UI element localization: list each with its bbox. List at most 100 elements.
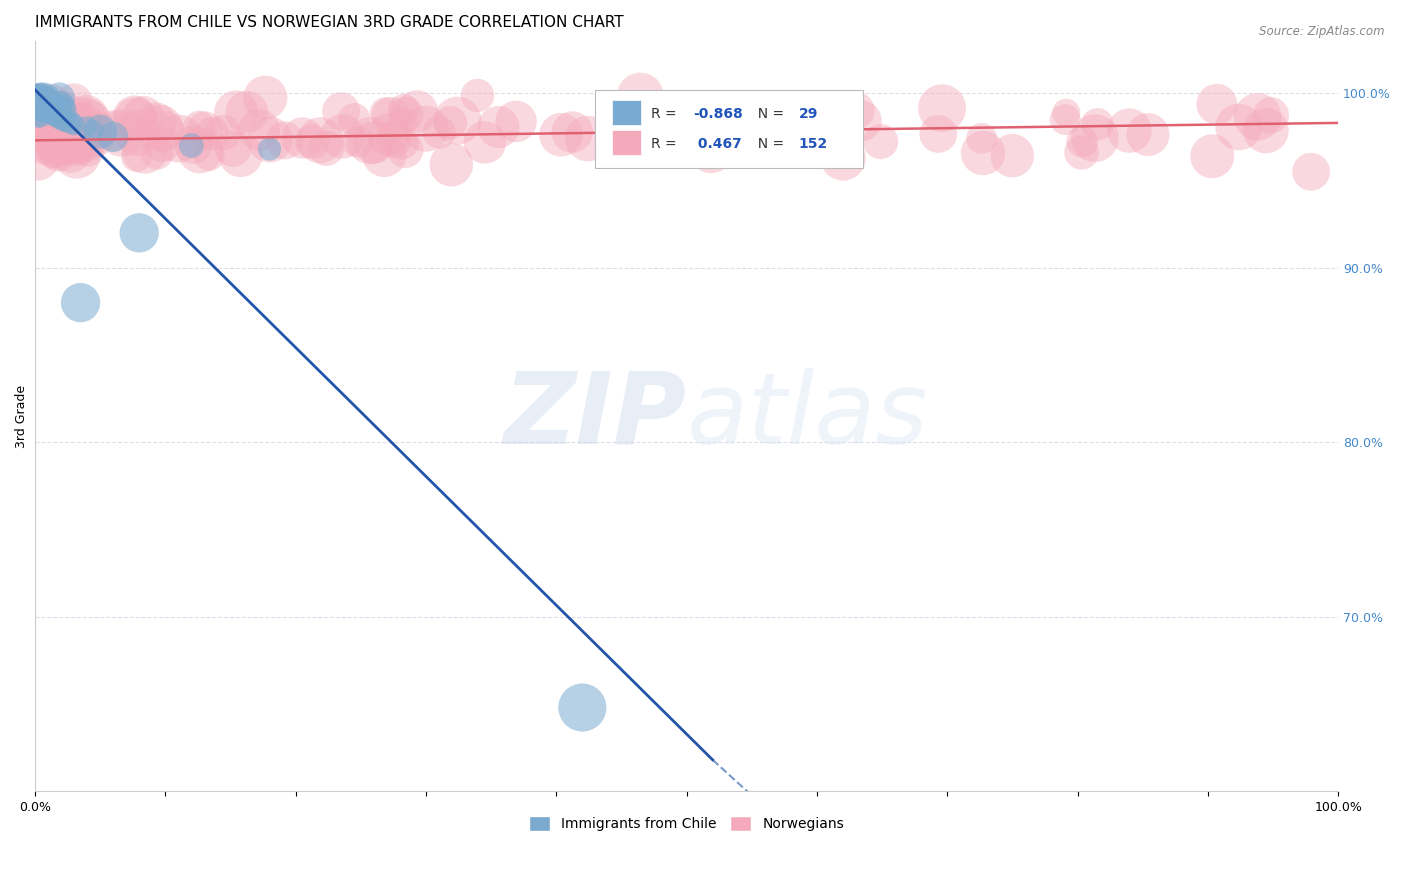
Point — [31, 95, 53, 109]
Point — [201, 127, 224, 141]
Point — [152, 137, 174, 152]
Point — [309, 133, 332, 147]
Point — [42, 123, 65, 137]
Point — [343, 112, 366, 127]
Point — [505, 114, 527, 128]
Point — [180, 138, 202, 153]
Point — [52, 139, 75, 153]
Point — [1087, 117, 1109, 131]
Point — [103, 123, 125, 137]
Point — [198, 148, 221, 162]
Point — [59, 141, 82, 155]
Point — [62, 122, 84, 136]
Point — [101, 129, 124, 144]
Point — [25, 89, 48, 103]
Text: N =: N = — [749, 136, 789, 151]
Point — [30, 93, 52, 107]
Point — [35, 130, 58, 145]
Point — [359, 134, 381, 148]
Point — [194, 122, 217, 136]
Point — [49, 128, 72, 143]
Point — [1227, 120, 1250, 134]
Point — [128, 226, 150, 240]
Point — [27, 112, 49, 126]
Point — [42, 133, 65, 147]
Point — [654, 125, 676, 139]
Point — [75, 112, 97, 126]
Point — [392, 103, 415, 117]
Point — [28, 119, 51, 133]
Point — [53, 120, 76, 134]
Point — [1301, 165, 1323, 179]
Point — [32, 100, 55, 114]
Point — [188, 144, 211, 158]
Point — [301, 135, 323, 149]
Point — [125, 149, 148, 163]
Point — [427, 125, 450, 139]
Point — [31, 104, 53, 119]
Point — [39, 98, 62, 112]
Point — [34, 102, 56, 116]
Point — [651, 107, 673, 121]
Point — [80, 128, 103, 142]
Text: -0.868: -0.868 — [693, 107, 742, 120]
Point — [27, 150, 49, 164]
Point — [32, 94, 55, 108]
Point — [664, 133, 686, 147]
Point — [273, 133, 295, 147]
Point — [561, 125, 583, 139]
FancyBboxPatch shape — [595, 90, 862, 169]
Text: R =: R = — [651, 107, 682, 120]
Point — [28, 126, 51, 140]
Point — [332, 129, 354, 144]
Point — [59, 140, 82, 154]
Point — [75, 110, 97, 124]
Point — [700, 145, 723, 159]
Point — [869, 135, 891, 149]
Point — [181, 137, 204, 152]
Point — [970, 131, 993, 145]
Point — [832, 151, 855, 165]
Point — [446, 113, 468, 128]
Point — [374, 105, 396, 120]
Point — [39, 102, 62, 116]
Point — [1054, 112, 1077, 127]
Point — [800, 120, 823, 134]
Point — [51, 100, 73, 114]
Point — [247, 122, 270, 136]
Point — [30, 95, 52, 109]
Point — [28, 109, 51, 123]
Point — [1254, 123, 1277, 137]
Point — [27, 91, 49, 105]
Point — [550, 128, 572, 142]
Point — [363, 136, 385, 150]
Point — [259, 133, 281, 147]
Point — [845, 103, 868, 118]
Point — [640, 122, 662, 136]
Point — [571, 700, 593, 714]
FancyBboxPatch shape — [613, 130, 641, 155]
Point — [1054, 105, 1077, 120]
Point — [34, 98, 56, 112]
Point — [607, 127, 630, 141]
Point — [1084, 131, 1107, 145]
Text: 29: 29 — [799, 107, 818, 120]
Point — [32, 113, 55, 128]
Point — [60, 116, 83, 130]
Text: IMMIGRANTS FROM CHILE VS NORWEGIAN 3RD GRADE CORRELATION CHART: IMMIGRANTS FROM CHILE VS NORWEGIAN 3RD G… — [35, 15, 624, 30]
Point — [1246, 110, 1268, 124]
Point — [76, 143, 98, 157]
Text: Source: ZipAtlas.com: Source: ZipAtlas.com — [1260, 25, 1385, 38]
Point — [1118, 123, 1140, 137]
Point — [678, 113, 700, 128]
Point — [127, 126, 149, 140]
Point — [467, 88, 489, 103]
Point — [254, 91, 277, 105]
Point — [1205, 97, 1227, 112]
Point — [28, 93, 51, 107]
Point — [69, 295, 91, 310]
Point — [63, 95, 86, 109]
Point — [63, 118, 86, 132]
Point — [28, 100, 51, 114]
Point — [315, 141, 337, 155]
